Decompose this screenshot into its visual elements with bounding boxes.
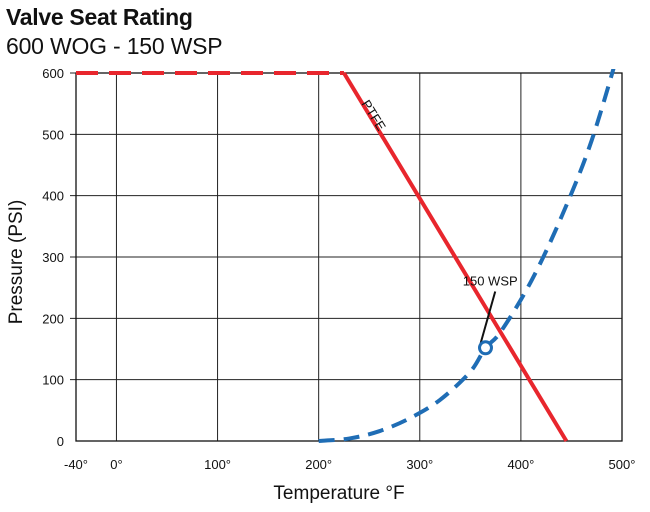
y-tick-label: 300 [42, 250, 64, 265]
y-tick-label: 600 [42, 66, 64, 81]
series-line-1 [342, 71, 569, 443]
y-tick-label: 500 [42, 127, 64, 142]
series-line-2 [318, 69, 616, 443]
grid [70, 72, 623, 442]
y-tick-label: 0 [57, 434, 64, 449]
y-tick-labels: 0 100 200 300 400 500 600 [42, 66, 64, 449]
x-tick-label: 400° [507, 457, 534, 472]
y-tick-label: 100 [42, 373, 64, 388]
x-tick-label: 200° [305, 457, 332, 472]
chart-title: Valve Seat Rating [6, 4, 193, 30]
y-tick-label: 400 [42, 189, 64, 204]
series-group [76, 69, 616, 443]
wsp-leader-line [479, 291, 497, 345]
y-axis-label: Pressure (PSI) [6, 200, 27, 325]
wsp-marker [478, 340, 493, 356]
x-tick-label: 300° [406, 457, 433, 472]
x-axis-label: Temperature °F [273, 483, 404, 504]
x-tick-label: -40° [64, 457, 88, 472]
y-tick-label: 200 [42, 311, 64, 326]
x-tick-label: 100° [204, 457, 231, 472]
wsp-label: 150 WSP [463, 274, 518, 289]
x-tick-label: 500° [609, 457, 636, 472]
x-tick-labels: -40° 0° 100° 200° 300° 400° 500° [64, 457, 635, 472]
plot-frame [75, 72, 623, 442]
ptfe-label: PTFE [359, 97, 390, 133]
x-tick-label: 0° [110, 457, 122, 472]
chart-subtitle: 600 WOG - 150 WSP [6, 33, 223, 59]
